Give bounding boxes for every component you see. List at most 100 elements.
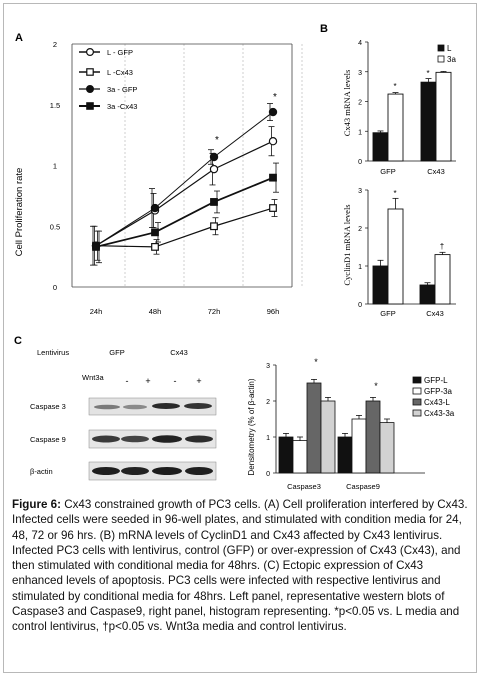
blot-label-caspase9: Caspase 9 [30,435,66,444]
b-legend-swatch [437,44,445,52]
panel-a-legend-item-1: L - GFP [79,47,133,57]
b-category-label: Cx43 [427,167,445,176]
panel-b-bottom-chart: 0 1 2 3 GFP Cx43 * † [358,188,456,318]
panel-a-series-line [95,207,274,248]
c-y-tick-label: 3 [266,363,270,370]
c-legend-label: Cx43-L [424,398,450,407]
panel-b-label: B [320,23,328,35]
panel-a-point [210,222,218,231]
b-annotation: * [426,69,429,78]
c-bar-GFP-L [278,436,294,474]
b-category-label: Cx43 [426,309,444,318]
b-bar-L [372,265,389,305]
b-bar-L [372,132,389,162]
wnt3a-state-3: - [174,376,177,386]
c-y-tick-label: 1 [266,435,270,442]
figure-graphics: A Cell Proliferation rate 0 0.5 1 1.5 2 24h 4… [14,23,456,491]
panel-a-legend-item-3: 3a - GFP [79,84,137,94]
c-bar-GFP-3a [292,440,308,474]
panel-b-top-chart: 0 1 2 3 4 GFP Cx43 * * L 3a [358,40,456,176]
panel-a-label: A [15,32,23,44]
b-annotation: * [393,189,396,198]
figure-caption: Figure 6: Cx43 constrained growth of PC3… [12,497,474,635]
panel-a-point [150,203,160,213]
b-bar-3a [435,71,452,162]
b-annotation: * [393,82,396,91]
b-bar-L [419,284,436,305]
c-legend-swatch [412,409,422,417]
b-bar-3a [387,208,404,305]
c-legend-swatch [412,376,422,384]
lentivirus-label: Lentivirus [37,348,69,357]
panel-a-gridlines [124,44,303,287]
c-bar-Cx43-3a [320,400,336,474]
b-category-label: GFP [380,167,395,176]
c-legend-label: GFP-3a [424,387,453,396]
panel-a-series-line [95,111,274,247]
panel-a-y-tick-label: 1 [53,162,57,171]
panel-a-series-4 [92,162,279,264]
panel-a-point [268,136,278,146]
b-annotation: † [440,242,444,251]
panel-a-x-tick-label: 96h [267,307,280,316]
c-legend-swatch [412,387,422,395]
panel-a-point [151,228,159,237]
panel-a-legend-marker [86,102,94,110]
b-y-tick-label: 1 [358,264,362,271]
c-bar-GFP-3a [351,418,367,474]
panel-b-bottom-y-label: CyclinD1 mRNA levels [342,204,352,285]
western-blot-actin [88,461,217,481]
panel-a-x-tick-label: 24h [90,307,103,316]
panel-a-point [269,204,277,212]
panel-a-annotation-96h: * [273,92,277,103]
panel-a-point [92,243,100,251]
panel-a-axes [71,43,293,288]
c-bar-GFP-L [337,436,353,474]
c-legend-label: Cx43-3a [424,409,455,418]
blot-label-caspase3: Caspase 3 [30,402,66,411]
panel-a-point [269,173,277,182]
b-y-tick-label: 3 [358,70,362,77]
c-legend-label: GFP-L [424,376,448,385]
panel-a-y-ticks: 0 0.5 1 1.5 2 [50,40,60,292]
b-bar-3a [434,254,451,305]
wnt3a-label: Wnt3a [82,373,105,382]
panel-a-legend-label: 3a -Cx43 [107,102,137,111]
c-bar-Cx43-L [365,400,381,474]
caption-text: Cx43 constrained growth of PC3 cells. (A… [12,498,468,634]
panel-c-y-label: Densitometry (% of β-actin) [247,378,256,475]
gfp-group-label: GFP [109,348,124,357]
c-bar-Cx43-L [306,382,322,474]
b-legend-label: L [447,44,452,53]
wnt3a-state-2: + [145,376,150,386]
panel-a-y-tick-label: 0.5 [50,222,60,231]
panel-b: B Cx43 mRNA levels 0 1 2 3 4 GFP Cx43 * * L 3a Cyc… [320,23,456,318]
panel-a-x-ticks: 24h 48h 72h 96h [90,307,280,316]
c-y-tick-label: 2 [266,399,270,406]
panel-a-y-tick-label: 0 [53,283,57,292]
b-y-tick-label: 2 [358,226,362,233]
western-blot-caspase3 [88,397,217,416]
panel-a-legend-marker [86,68,94,76]
b-legend-swatch [437,55,445,63]
panel-a-legend-item-4: 3a -Cx43 [79,102,137,111]
panel-c-annotation-caspase9: * [374,381,378,391]
b-bar-L [420,81,437,162]
panel-a-x-tick-label: 72h [208,307,221,316]
panel-a-series-line [95,176,274,248]
b-y-tick-label: 0 [358,302,362,309]
panel-a-y-tick-label: 1.5 [50,101,60,110]
panel-a-series-line [95,140,274,247]
panel-c-chart: 0 1 2 3 Caspase3 Caspase9 GFP-L GFP-3a Cx43-L Cx4… [266,363,455,491]
panel-a-legend-item-2: L -Cx43 [79,68,133,77]
panel-a-series [90,103,279,266]
caption-label: Figure 6: [12,498,61,511]
panel-a: A Cell Proliferation rate 0 0.5 1 1.5 2 24h 4… [14,32,303,316]
panel-a-annotation-72h: * [215,135,219,146]
wnt3a-state-1: - [126,376,129,386]
panel-a-point [210,198,218,206]
panel-a-y-tick-label: 2 [53,40,57,49]
panel-a-point [151,243,159,251]
figure-frame [3,3,477,673]
c-bar-Cx43-3a [379,422,395,474]
